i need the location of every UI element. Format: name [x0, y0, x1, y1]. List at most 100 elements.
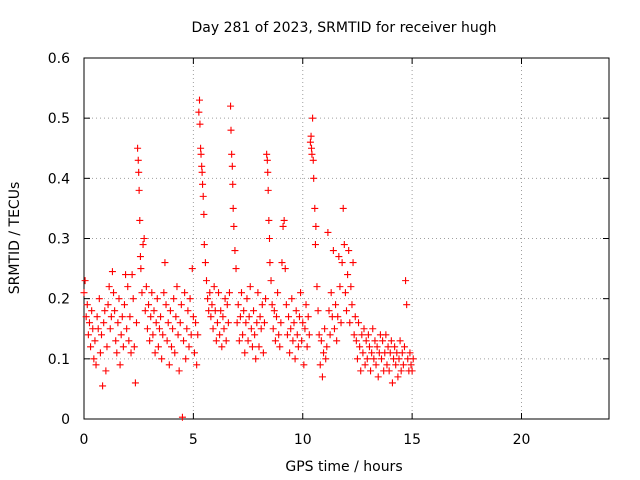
data-point [198, 168, 206, 176]
y-tick-label: 0 [61, 412, 70, 428]
data-point [81, 277, 89, 285]
data-point [294, 343, 302, 351]
data-point [207, 313, 215, 321]
data-point [108, 268, 116, 276]
data-point [236, 313, 244, 321]
data-point [110, 289, 118, 297]
data-point [209, 325, 217, 333]
data-point [105, 283, 113, 291]
data-point [95, 295, 103, 303]
axis-tick-labels: 0 0.1 0.2 0.3 0.4 0.5 0.6 0 5 10 15 20 [48, 51, 531, 448]
data-point [133, 319, 140, 327]
data-point [205, 307, 213, 315]
data-point [407, 361, 415, 369]
data-point [310, 174, 318, 182]
y-axis-title: SRMTID / TECUs [7, 182, 23, 295]
data-point [158, 355, 166, 363]
data-point [299, 319, 307, 327]
data-point [397, 367, 405, 375]
data-point [355, 319, 363, 327]
x-tick-label: 10 [294, 432, 312, 448]
data-point [194, 331, 202, 339]
data-point [372, 361, 380, 369]
data-point [102, 367, 110, 375]
data-point [223, 301, 231, 309]
data-point [136, 216, 144, 224]
data-point [314, 307, 322, 315]
data-point [230, 222, 238, 230]
data-point [384, 343, 392, 351]
data-point [359, 349, 367, 357]
data-point [321, 325, 329, 333]
data-point [369, 325, 377, 333]
x-tick-label: 5 [189, 432, 198, 448]
data-point [152, 319, 160, 327]
data-point [228, 150, 236, 158]
data-point [141, 307, 149, 315]
data-point [150, 307, 158, 315]
data-point [334, 313, 342, 321]
data-point [135, 186, 143, 194]
plot-frame [83, 57, 610, 420]
data-point [189, 313, 197, 321]
data-point [370, 355, 378, 363]
data-point [135, 168, 143, 176]
data-point [177, 301, 185, 309]
data-point [99, 382, 107, 390]
data-point [343, 307, 350, 315]
data-point [292, 307, 300, 315]
data-point [240, 307, 248, 315]
data-point [271, 337, 279, 345]
data-point [122, 271, 130, 279]
data-point [367, 367, 375, 375]
data-point [200, 241, 208, 249]
data-point [92, 361, 100, 369]
data-point [277, 319, 285, 327]
data-point [159, 331, 167, 339]
data-point [161, 259, 169, 267]
data-point [87, 343, 95, 351]
data-point [182, 355, 190, 363]
data-point [203, 277, 210, 285]
x-axis-title: GPS time / hours [285, 459, 402, 475]
data-point [120, 301, 128, 309]
data-point [386, 349, 394, 357]
data-point [387, 337, 395, 345]
data-point [174, 331, 182, 339]
data-point [316, 361, 324, 369]
y-tick-label: 0.3 [48, 232, 70, 248]
data-point [247, 325, 255, 333]
data-point [242, 319, 250, 327]
data-point [373, 343, 381, 351]
data-point [255, 343, 263, 351]
data-point [307, 132, 315, 140]
data-point [297, 289, 305, 297]
data-point [344, 271, 352, 279]
data-point [153, 295, 161, 303]
y-tick-label: 0.6 [48, 51, 70, 67]
data-point [320, 349, 328, 357]
y-tick-label: 0.2 [48, 292, 70, 308]
data-point [350, 331, 358, 339]
data-point [157, 313, 165, 321]
data-point [358, 331, 366, 339]
data-point [213, 319, 221, 327]
data-point [368, 349, 376, 357]
data-point [148, 289, 156, 297]
data-point [336, 283, 344, 291]
x-tick-label: 20 [513, 432, 531, 448]
data-point [286, 349, 294, 357]
data-point [145, 301, 153, 309]
data-point [325, 307, 333, 315]
data-point [360, 325, 368, 333]
data-point [399, 361, 407, 369]
data-point [149, 331, 157, 339]
data-point [188, 265, 196, 273]
data-point [113, 349, 121, 357]
data-point [266, 235, 273, 242]
data-point [170, 295, 178, 303]
data-point [196, 96, 203, 104]
data-points [80, 96, 417, 421]
data-point [352, 337, 360, 345]
data-point [385, 367, 393, 375]
